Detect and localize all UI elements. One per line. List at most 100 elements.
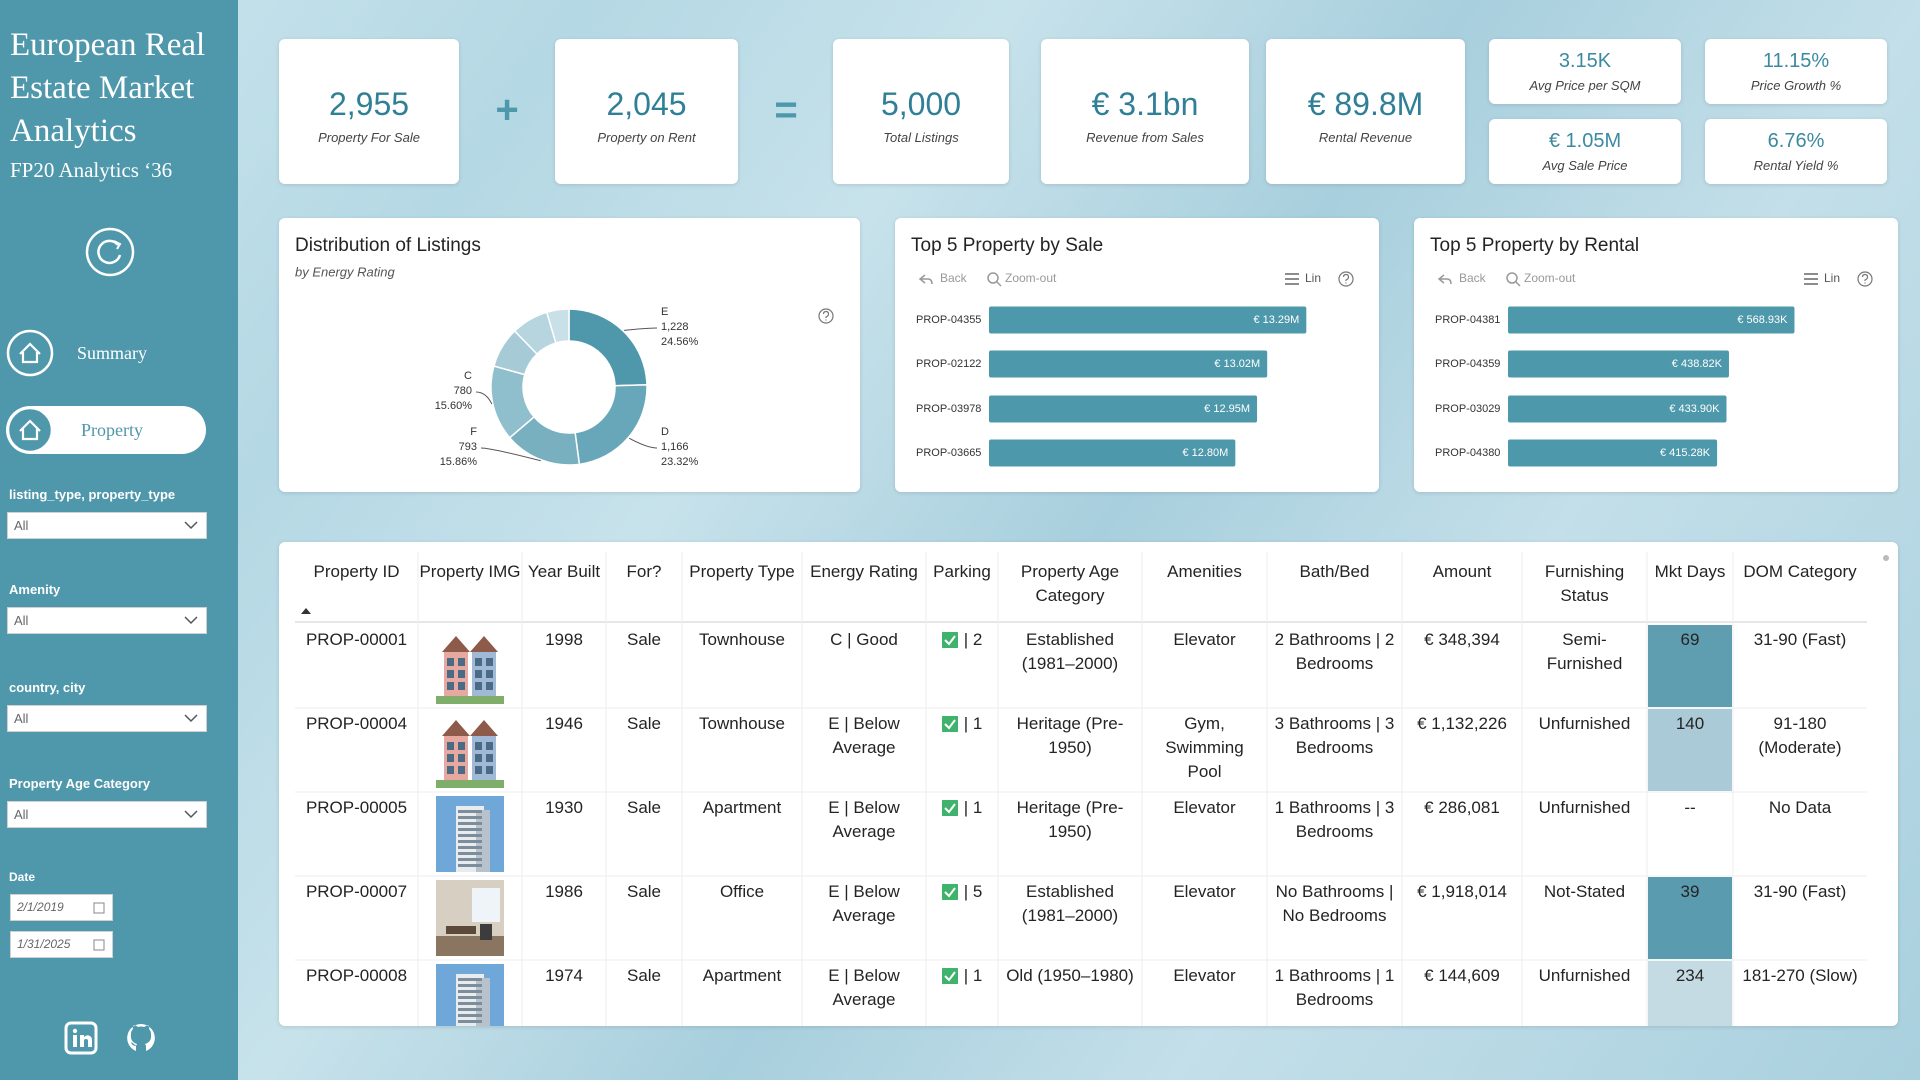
table-cell: Established (1981–2000) xyxy=(1021,630,1119,673)
calendar-icon xyxy=(93,902,105,914)
column-header[interactable]: Year Built xyxy=(527,562,601,581)
bar-value-label: € 13.02M xyxy=(1214,358,1260,370)
table-cell: 140 xyxy=(1675,714,1705,733)
table-cell: Sale xyxy=(626,714,662,733)
window-band xyxy=(458,996,482,999)
table-cell: € 144,609 xyxy=(1424,966,1500,985)
bar xyxy=(989,350,1268,378)
nav-icon-glyph xyxy=(19,342,41,364)
column-header[interactable]: Property Age Category xyxy=(1020,562,1120,605)
column-header[interactable]: Property Type xyxy=(689,562,795,581)
bar-category: PROP-03665 xyxy=(916,447,981,459)
slice-label: 1,166 xyxy=(661,441,689,453)
column-header[interactable]: Bath/Bed xyxy=(1299,562,1370,581)
parking-text: | 1 xyxy=(963,798,983,817)
refresh-button[interactable] xyxy=(84,226,136,278)
date-input[interactable]: 1/31/2025 xyxy=(10,931,113,958)
calendar xyxy=(93,939,105,951)
column-header[interactable]: Property IMG xyxy=(419,562,521,581)
toolbar-zoom: Zoom-out xyxy=(1005,271,1057,285)
filter-dropdown[interactable]: All xyxy=(7,705,207,732)
chevron xyxy=(184,810,198,819)
column-header[interactable]: Parking xyxy=(933,562,991,581)
bar xyxy=(1508,439,1718,467)
desk xyxy=(446,926,476,934)
table-cell: Elevator xyxy=(1173,630,1236,649)
filter-dropdown[interactable]: All xyxy=(7,607,207,634)
toolbar-lin: Lin xyxy=(1824,271,1840,285)
chart: Top 5 Property by Rental Back Zoom-out Lin P… xyxy=(1430,235,1873,467)
filter-label: listing_type, property_type xyxy=(9,487,176,502)
column-header[interactable]: Amount xyxy=(1432,562,1492,581)
chart-panel: Distribution of Listings by Energy Rating… xyxy=(279,218,860,492)
window xyxy=(486,682,493,690)
bar xyxy=(1508,395,1727,423)
table-cell: € 348,394 xyxy=(1424,630,1500,649)
checkbox xyxy=(941,632,958,648)
window-band xyxy=(458,990,482,993)
refresh-icon xyxy=(97,239,122,265)
table-panel: Property ID Property IMG Year Built For? Pro… xyxy=(279,542,1898,1026)
checkbox-box xyxy=(941,884,958,900)
window xyxy=(486,754,493,762)
property-image xyxy=(436,628,504,704)
column-header[interactable]: Property ID xyxy=(313,562,400,581)
kpi-card: 2,045 Property on Rent xyxy=(555,39,738,184)
table-cell: Sale xyxy=(626,966,662,985)
chart-subtitle: by Energy Rating xyxy=(295,264,395,279)
kpi-value: 5,000 xyxy=(880,85,962,122)
column-header[interactable]: Mkt Days xyxy=(1654,562,1726,581)
window-band xyxy=(458,864,482,867)
github-icon[interactable] xyxy=(124,1021,158,1055)
table-cell: Old (1950–1980) xyxy=(1006,966,1134,985)
nav-icon-ring xyxy=(6,406,54,454)
calendar-icon xyxy=(93,939,105,951)
table-cell: Office xyxy=(719,882,765,901)
table-cell: Sale xyxy=(626,882,662,901)
mkt-days-fill xyxy=(1648,709,1732,791)
roof xyxy=(442,636,498,652)
column-header[interactable]: Amenities xyxy=(1167,562,1242,581)
column-header[interactable]: Energy Rating xyxy=(810,562,918,581)
github-mark xyxy=(127,1024,155,1051)
parking-text: | 2 xyxy=(963,630,983,649)
parking-cell: | 5 xyxy=(926,880,998,960)
linkedin-icon[interactable] xyxy=(64,1021,98,1055)
table-cell: Not-Stated xyxy=(1543,882,1626,901)
checkbox-box xyxy=(941,632,958,648)
table-cell: 1930 xyxy=(545,798,583,817)
table-cell: Apartment xyxy=(702,798,782,817)
window xyxy=(486,766,493,774)
calendar xyxy=(93,902,105,914)
column-header[interactable]: For? xyxy=(626,562,662,581)
bar-value-label: € 568.93K xyxy=(1737,314,1788,326)
date-label: Date xyxy=(9,870,36,884)
column-header[interactable]: DOM Category xyxy=(1743,562,1857,581)
nav-icon xyxy=(6,329,54,377)
window-band xyxy=(458,828,482,831)
bar xyxy=(1508,350,1729,378)
table-cell: 234 xyxy=(1675,966,1705,985)
filter-label: Amenity xyxy=(9,582,61,597)
table-cell: PROP-00004 xyxy=(305,714,408,733)
column-header[interactable]: Furnishing Status xyxy=(1544,562,1625,605)
nav-item[interactable]: Summary xyxy=(6,329,231,377)
checkbox-box xyxy=(941,800,958,816)
nav-item[interactable]: Property xyxy=(6,406,206,454)
filter-value: All xyxy=(14,518,29,533)
filter-dropdown[interactable]: All xyxy=(7,801,207,828)
table-cell: 31-90 (Fast) xyxy=(1753,630,1847,649)
image-cell xyxy=(418,792,522,876)
table-cell: Unfurnished xyxy=(1538,798,1631,817)
window xyxy=(458,754,465,762)
date-input[interactable]: 2/1/2019 xyxy=(10,894,113,921)
table-cell: € 286,081 xyxy=(1424,798,1500,817)
table-cell: 1 Bathrooms | 3 Bedrooms xyxy=(1274,798,1395,841)
table-cell: Established (1981–2000) xyxy=(1021,882,1119,925)
ground xyxy=(436,780,504,788)
window xyxy=(458,658,465,666)
filter-dropdown[interactable]: All xyxy=(7,512,207,539)
bar-category: PROP-04380 xyxy=(1435,447,1500,459)
slice-label: C xyxy=(464,370,472,382)
